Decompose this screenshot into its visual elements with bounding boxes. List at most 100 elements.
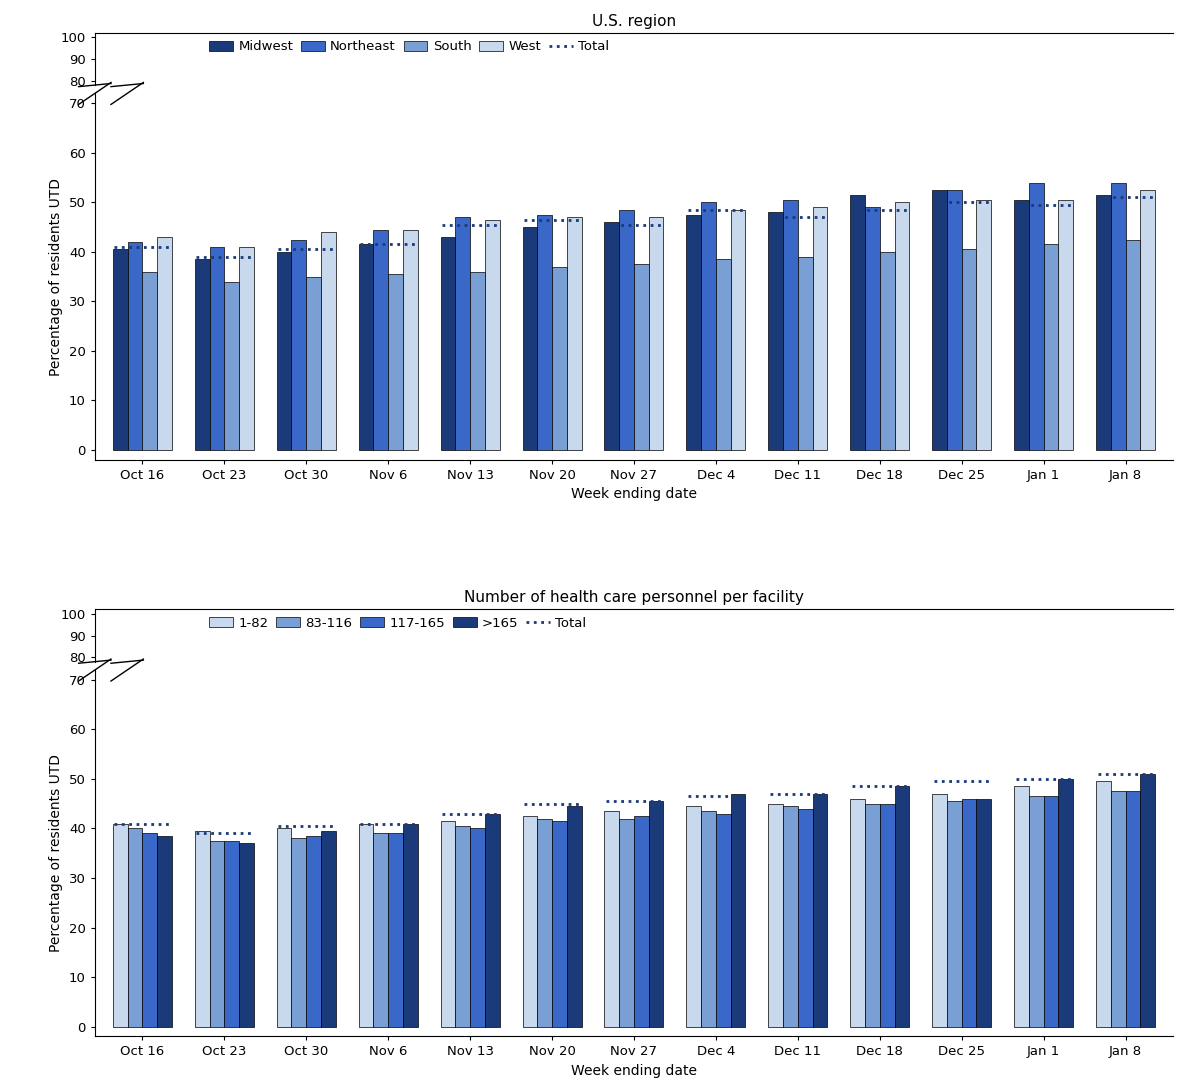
Bar [648, 217, 664, 449]
Bar [865, 148, 879, 255]
Bar [947, 801, 962, 1027]
Bar [879, 804, 895, 1027]
Bar [686, 734, 702, 831]
Bar [783, 145, 798, 255]
Legend: 1-82, 83-116, 117-165, >165, Total: 1-82, 83-116, 117-165, >165, Total [210, 618, 587, 630]
Bar [485, 738, 500, 831]
Bar [224, 181, 239, 255]
Bar [1029, 137, 1044, 255]
Bar [194, 745, 210, 831]
Bar [1044, 244, 1058, 449]
Bar [1029, 182, 1044, 449]
Bar [142, 746, 158, 831]
Bar [239, 247, 254, 449]
Bar [306, 179, 321, 255]
Bar [537, 818, 552, 1027]
Bar [1058, 722, 1074, 831]
Bar [455, 153, 470, 255]
Bar [306, 747, 321, 831]
Bar [321, 745, 335, 831]
Bar [768, 733, 783, 831]
Bar [321, 159, 335, 255]
Bar [403, 824, 417, 1027]
Bar [1096, 143, 1110, 255]
Bar [142, 177, 158, 255]
Bar [648, 801, 664, 1027]
Bar [537, 215, 552, 449]
Bar [158, 237, 172, 449]
Bar [702, 146, 716, 255]
Bar [768, 151, 783, 255]
Bar [895, 202, 909, 449]
Bar [1058, 145, 1074, 255]
Bar [552, 741, 566, 831]
Bar [634, 173, 648, 255]
Bar [113, 250, 128, 449]
Bar [359, 244, 373, 449]
Bar [224, 750, 239, 831]
Bar [566, 734, 582, 831]
Bar [798, 170, 813, 255]
Bar [1014, 787, 1029, 1027]
Bar [933, 729, 947, 831]
Bar [1126, 240, 1140, 449]
Bar [851, 195, 865, 449]
Bar [523, 227, 537, 449]
Bar [798, 256, 813, 449]
Bar [768, 804, 783, 1027]
X-axis label: Week ending date: Week ending date [571, 488, 697, 502]
Bar [277, 744, 292, 831]
Bar [470, 272, 485, 449]
Bar [865, 733, 879, 831]
Bar [813, 794, 827, 1027]
Bar [537, 740, 552, 831]
Y-axis label: Percentage of residents UTD: Percentage of residents UTD [50, 178, 63, 375]
Bar [566, 806, 582, 1027]
Bar [373, 229, 389, 449]
Bar [976, 731, 991, 831]
Bar [142, 272, 158, 449]
Bar [441, 822, 455, 1027]
Bar [686, 152, 702, 255]
Bar [1096, 195, 1110, 449]
Bar [702, 202, 716, 449]
Bar [455, 743, 470, 831]
Bar [620, 209, 634, 449]
Bar [686, 215, 702, 449]
Bar [566, 217, 582, 449]
Bar [1058, 200, 1074, 449]
Bar [403, 229, 417, 449]
Bar [194, 831, 210, 1027]
Bar [783, 734, 798, 831]
Bar [851, 799, 865, 1027]
Bar [485, 219, 500, 449]
Bar [128, 164, 142, 255]
Bar [620, 149, 634, 255]
Bar [1044, 165, 1058, 255]
Bar [389, 178, 403, 255]
Bar [389, 746, 403, 831]
Bar [962, 799, 976, 1027]
Bar [470, 177, 485, 255]
Bar [731, 794, 745, 1027]
Bar [933, 141, 947, 255]
Bar [620, 740, 634, 831]
Bar [895, 146, 909, 255]
Bar [292, 240, 306, 449]
Bar [851, 143, 865, 255]
Bar [604, 736, 620, 831]
Bar [895, 787, 909, 1027]
Bar [194, 260, 210, 449]
Bar [277, 252, 292, 449]
Bar [403, 158, 417, 255]
Bar [768, 213, 783, 449]
Bar [731, 209, 745, 449]
Bar [1058, 779, 1074, 1027]
Bar [389, 274, 403, 449]
Bar [962, 731, 976, 831]
Bar [441, 741, 455, 831]
Bar [292, 163, 306, 255]
Bar [194, 171, 210, 255]
Bar [634, 264, 648, 449]
Bar [552, 175, 566, 255]
